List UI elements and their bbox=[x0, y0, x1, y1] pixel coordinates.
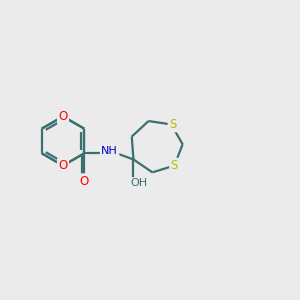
Text: NH: NH bbox=[101, 146, 118, 156]
Text: S: S bbox=[171, 159, 178, 172]
Text: S: S bbox=[169, 118, 176, 131]
Text: O: O bbox=[80, 175, 89, 188]
Text: O: O bbox=[58, 110, 68, 123]
Text: OH: OH bbox=[130, 178, 147, 188]
Text: O: O bbox=[58, 159, 68, 172]
